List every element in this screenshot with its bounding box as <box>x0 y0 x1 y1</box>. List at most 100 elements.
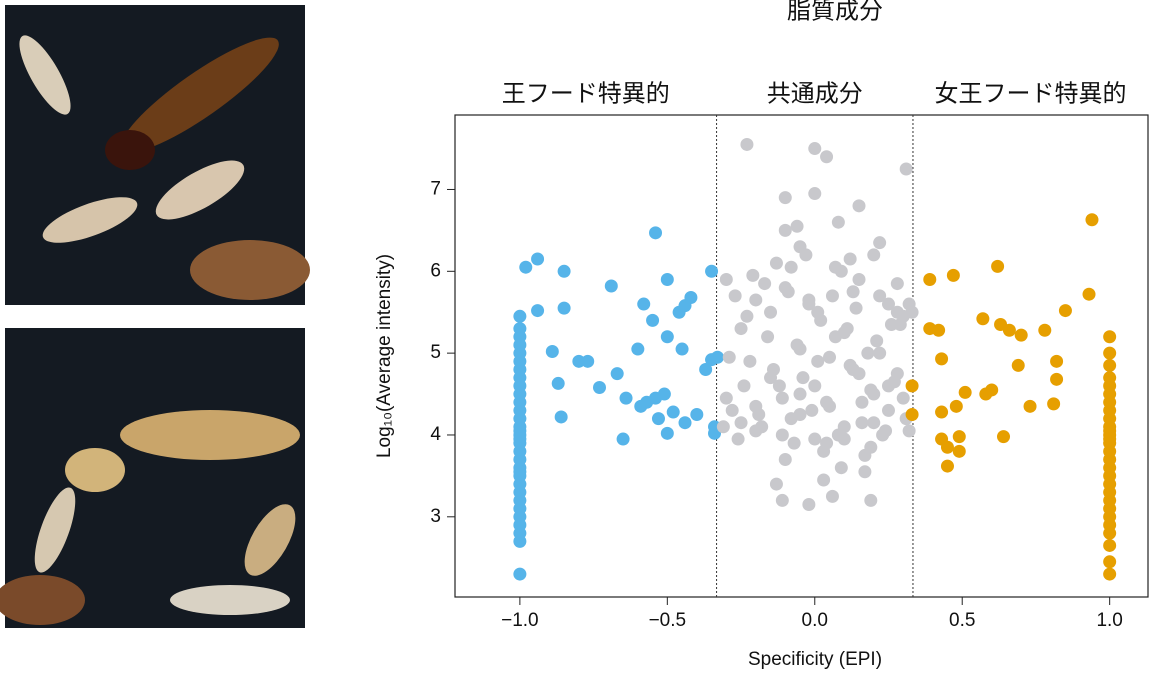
point <box>1103 539 1116 552</box>
point <box>661 330 674 343</box>
point <box>900 163 913 176</box>
point <box>1024 400 1037 413</box>
point <box>805 404 818 417</box>
point <box>941 460 954 473</box>
point <box>519 261 532 274</box>
point <box>513 322 526 335</box>
point <box>637 298 650 311</box>
point <box>811 355 824 368</box>
point <box>906 306 919 319</box>
point <box>1050 373 1063 386</box>
point <box>923 273 936 286</box>
point <box>864 494 877 507</box>
point <box>802 293 815 306</box>
chart-title: 脂質成分 <box>787 0 883 24</box>
point <box>799 248 812 261</box>
point <box>953 430 966 443</box>
point <box>735 322 748 335</box>
point <box>684 291 697 304</box>
point <box>552 377 565 390</box>
region-label: 共通成分 <box>767 80 863 107</box>
point <box>873 236 886 249</box>
point <box>776 428 789 441</box>
point <box>835 265 848 278</box>
point <box>617 433 630 446</box>
photo-top <box>5 5 310 305</box>
x-axis-title: Specificity (EPI) <box>748 649 882 670</box>
point <box>832 216 845 229</box>
debris <box>190 240 310 300</box>
region-label: 女王フード特異的 <box>934 80 1126 107</box>
page: 脂質成分 Specificity (EPI) Log₁₀(Average int… <box>0 0 1176 675</box>
point <box>667 406 680 419</box>
point <box>820 437 833 450</box>
point <box>791 220 804 233</box>
y-tick-label: 4 <box>430 424 441 445</box>
point <box>796 371 809 384</box>
termite <box>65 448 125 492</box>
point <box>985 383 998 396</box>
point <box>749 424 762 437</box>
point <box>794 408 807 421</box>
point <box>732 433 745 446</box>
point <box>776 494 789 507</box>
point <box>705 265 718 278</box>
x-tick-label: −1.0 <box>501 610 539 631</box>
point <box>844 253 857 266</box>
point <box>876 428 889 441</box>
point <box>906 408 919 421</box>
point <box>1012 359 1025 372</box>
point <box>779 453 792 466</box>
point <box>779 224 792 237</box>
point <box>631 343 644 356</box>
point <box>897 392 910 405</box>
point <box>867 248 880 261</box>
point <box>959 386 972 399</box>
point <box>770 257 783 270</box>
point <box>646 314 659 327</box>
point <box>611 367 624 380</box>
point <box>737 379 750 392</box>
point <box>935 352 948 365</box>
point <box>823 351 836 364</box>
point <box>743 355 756 368</box>
x-tick-label: 1.0 <box>1096 610 1122 631</box>
point <box>826 490 839 503</box>
point <box>1050 355 1063 368</box>
x-tick-label: 0.0 <box>802 610 828 631</box>
y-tick-label: 6 <box>430 260 441 281</box>
point <box>802 498 815 511</box>
point <box>658 388 671 401</box>
point <box>835 461 848 474</box>
point <box>867 416 880 429</box>
point <box>581 355 594 368</box>
point <box>891 277 904 290</box>
point <box>838 420 851 433</box>
point <box>1103 371 1116 384</box>
region-label: 王フード特異的 <box>502 80 670 107</box>
point <box>808 142 821 155</box>
point <box>1103 555 1116 568</box>
point <box>853 367 866 380</box>
point <box>764 306 777 319</box>
point <box>794 343 807 356</box>
point <box>808 379 821 392</box>
point <box>758 277 771 290</box>
point <box>855 396 868 409</box>
point <box>513 424 526 437</box>
plot-frame <box>455 115 1148 597</box>
point <box>950 400 963 413</box>
point <box>1059 304 1072 317</box>
y-tick-label: 5 <box>430 342 441 363</box>
point <box>823 400 836 413</box>
point <box>882 379 895 392</box>
point <box>891 306 904 319</box>
point <box>1047 397 1060 410</box>
point <box>546 345 559 358</box>
point <box>788 437 801 450</box>
point <box>740 138 753 151</box>
point <box>690 408 703 421</box>
point <box>555 410 568 423</box>
point <box>531 304 544 317</box>
point <box>531 253 544 266</box>
